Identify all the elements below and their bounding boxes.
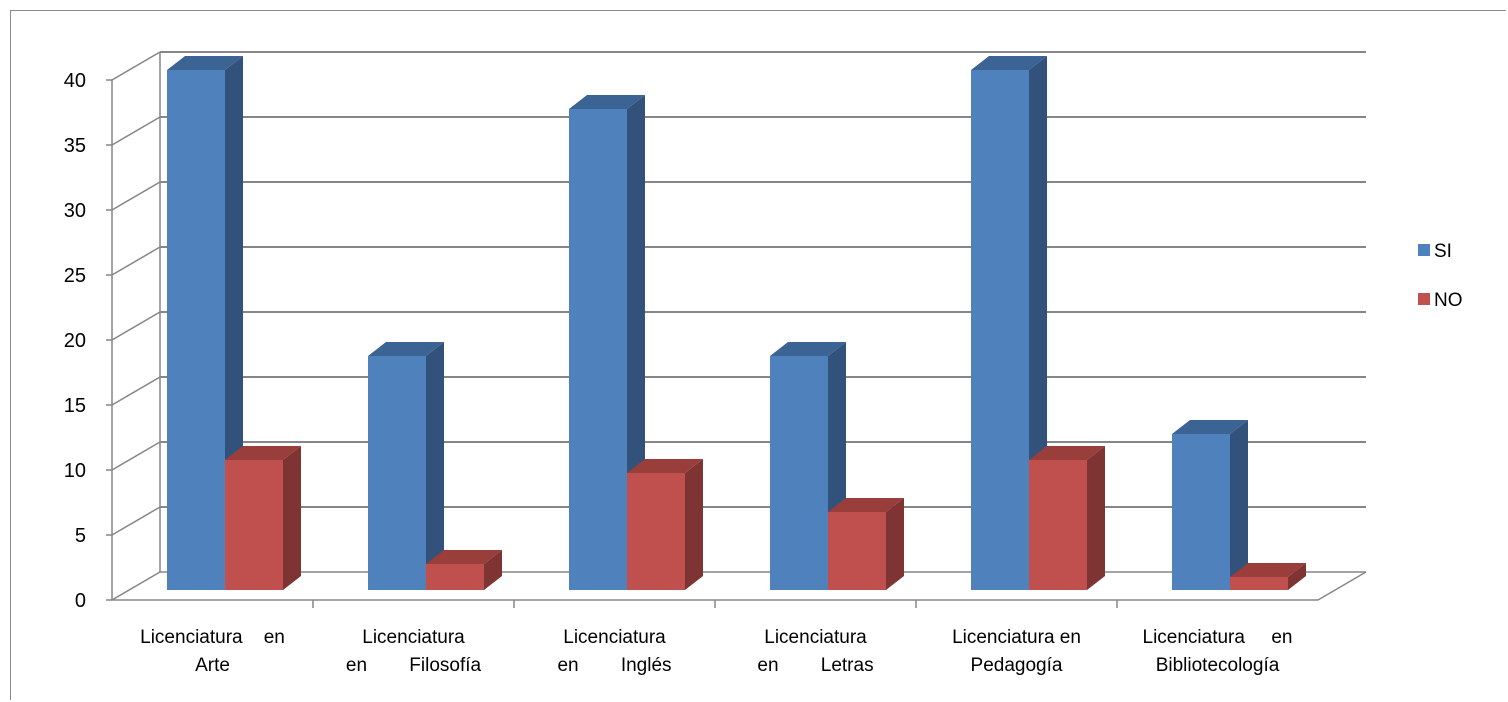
bar-side <box>1230 420 1248 590</box>
y-tick-label: 0 <box>75 590 86 612</box>
bar-top <box>225 446 301 460</box>
bar-front <box>426 564 484 590</box>
x-category-label: Licenciatura en <box>952 627 1081 648</box>
bar-top <box>627 459 703 473</box>
bar-front <box>569 109 627 590</box>
y-tick-label: 10 <box>64 460 86 482</box>
x-category-label: en Inglés <box>557 655 671 676</box>
bar-no <box>1230 563 1306 590</box>
x-category-label: en Filosofía <box>346 655 482 676</box>
gridline-side <box>111 311 161 341</box>
y-tick-label: 25 <box>64 265 86 287</box>
bar-front <box>1230 577 1288 590</box>
bar-side <box>886 498 904 590</box>
bar-front <box>971 70 1029 590</box>
legend-label-no: NO <box>1434 290 1463 311</box>
y-tick-label: 30 <box>64 200 86 222</box>
gridline-side <box>111 246 161 276</box>
bar-top <box>167 56 243 70</box>
bar-front <box>770 356 828 590</box>
axis-layer <box>106 52 1367 608</box>
bar-front <box>225 460 283 590</box>
bar-front <box>828 512 886 590</box>
bar-si <box>1172 420 1248 590</box>
bar-top <box>1230 563 1306 577</box>
bar-no <box>828 498 904 590</box>
grid-layer <box>111 51 1366 601</box>
bar-side <box>685 459 703 590</box>
bar-side <box>1288 563 1306 590</box>
gridline-side <box>111 116 161 146</box>
legend-swatch-si <box>1418 244 1430 256</box>
bar-no <box>1029 446 1105 590</box>
y-tick-label: 15 <box>64 395 86 417</box>
y-tick-label: 20 <box>64 330 86 352</box>
gridline-side <box>111 506 161 536</box>
gridline-side <box>111 441 161 471</box>
x-category-label: Pedagogía <box>971 655 1063 676</box>
bar-top <box>368 342 444 356</box>
chart-frame <box>10 10 1506 700</box>
gridline-side <box>111 571 161 601</box>
y-tick-label: 5 <box>75 525 86 547</box>
floor-right-edge <box>1317 571 1367 601</box>
bar-front <box>167 70 225 590</box>
bar-top <box>1172 420 1248 434</box>
x-category-label: Licenciatura <box>764 627 867 648</box>
legend-label-si: SI <box>1434 241 1452 262</box>
x-category-label: Arte <box>195 655 230 676</box>
bar-no <box>627 459 703 590</box>
legend: SI NO <box>1418 241 1463 311</box>
bar-no <box>426 550 502 590</box>
bar-side <box>283 446 301 590</box>
y-tick-label: 40 <box>64 70 86 92</box>
bar-side <box>426 342 444 590</box>
bar-front <box>1029 460 1087 590</box>
legend-swatch-no <box>1418 293 1430 305</box>
bar-top <box>770 342 846 356</box>
bar-top <box>1029 446 1105 460</box>
bar-layer <box>167 56 1306 590</box>
bar-side <box>1087 446 1105 590</box>
bar-si <box>368 342 444 590</box>
gridline-side <box>111 181 161 211</box>
bar-top <box>971 56 1047 70</box>
bar-no <box>225 446 301 590</box>
x-category-label: en Letras <box>757 655 873 676</box>
gridline-side <box>111 51 161 81</box>
x-category-label: Bibliotecología <box>1156 655 1280 676</box>
bar-front <box>1172 434 1230 590</box>
x-category-label: Licenciatura en <box>1143 627 1293 648</box>
x-category-label: Licenciatura <box>362 627 465 648</box>
bar-top <box>426 550 502 564</box>
bar-side <box>484 550 502 590</box>
bar-top <box>828 498 904 512</box>
bar-front <box>627 473 685 590</box>
x-category-label: Licenciatura en <box>140 627 285 648</box>
bar-front <box>368 356 426 590</box>
y-tick-label: 35 <box>64 135 86 157</box>
label-layer: 0 5 10 15 20 25 30 35 40 Licenciatura en Arte Licen… <box>64 70 1293 676</box>
gridline-side <box>111 376 161 406</box>
x-category-label: Licenciatura <box>563 627 666 648</box>
bar-top <box>569 95 645 109</box>
